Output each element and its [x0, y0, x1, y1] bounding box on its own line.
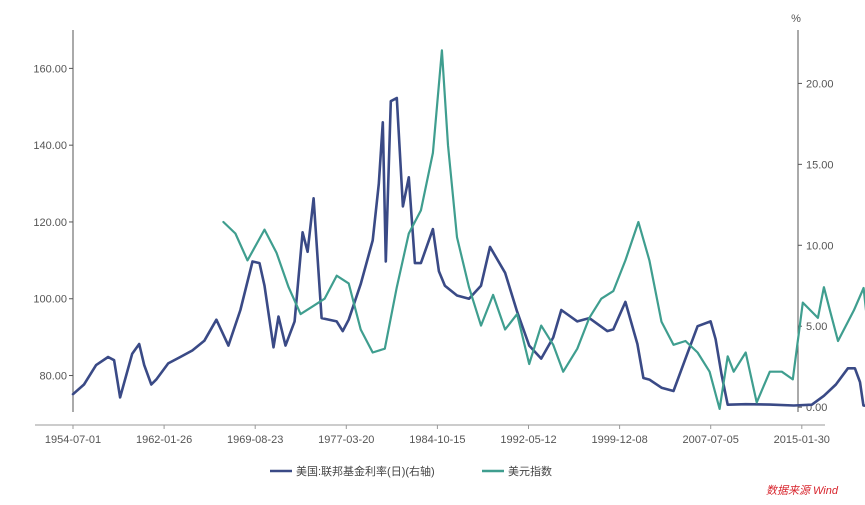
left-y-tick-label: 100.00 — [33, 294, 67, 306]
series-layer — [71, 49, 865, 410]
series-line-dollar-index — [222, 49, 865, 410]
x-tick-label: 1999-12-08 — [591, 434, 647, 446]
left-y-tick-label: 80.00 — [39, 371, 67, 383]
right-y-tick-label: 5.00 — [806, 321, 827, 333]
legend-item-fed-funds-rate-label: 美国:联邦基金利率(日)(右轴) — [296, 464, 435, 478]
right-y-tick-label: 20.00 — [806, 78, 834, 90]
legend: 美国:联邦基金利率(日)(右轴) 美元指数 — [270, 464, 552, 478]
right-axis-unit-label: % — [791, 13, 801, 25]
x-tick-label: 2007-07-05 — [683, 434, 739, 446]
x-tick-label: 1969-08-23 — [227, 434, 283, 446]
axes-layer: 80.00100.00120.00140.00160.000.005.0010.… — [33, 30, 834, 446]
left-y-tick-label: 160.00 — [33, 63, 67, 75]
x-tick-label: 1962-01-26 — [136, 434, 192, 446]
x-tick-label: 2015-01-30 — [774, 434, 830, 446]
x-tick-label: 1992-05-12 — [500, 434, 556, 446]
right-y-tick-label: 10.00 — [806, 240, 834, 252]
x-tick-label: 1977-03-20 — [318, 434, 374, 446]
series-line-fed-funds-rate — [71, 96, 865, 407]
x-tick-label: 1954-07-01 — [45, 434, 101, 446]
data-source-label: 数据来源 Wind — [766, 484, 839, 497]
x-tick-label: 1984-10-15 — [409, 434, 465, 446]
right-y-tick-label: 15.00 — [806, 159, 834, 171]
left-y-tick-label: 140.00 — [33, 140, 67, 152]
legend-item-dollar-index-label: 美元指数 — [508, 464, 552, 478]
left-y-tick-label: 120.00 — [33, 217, 67, 229]
